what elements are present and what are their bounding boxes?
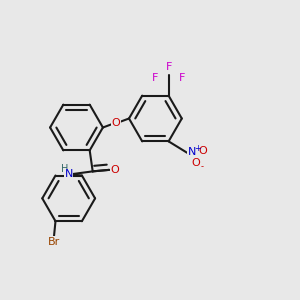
Text: -: -	[200, 162, 203, 171]
Text: O: O	[110, 165, 119, 175]
Text: O: O	[192, 158, 201, 168]
Text: N: N	[64, 169, 73, 179]
Text: Br: Br	[48, 237, 60, 247]
Text: H: H	[61, 164, 68, 174]
Text: O: O	[199, 146, 208, 156]
Text: F: F	[152, 73, 158, 82]
Text: F: F	[165, 62, 172, 72]
Text: N: N	[188, 148, 196, 158]
Text: F: F	[179, 73, 185, 82]
Text: O: O	[112, 118, 120, 128]
Text: +: +	[194, 144, 200, 153]
